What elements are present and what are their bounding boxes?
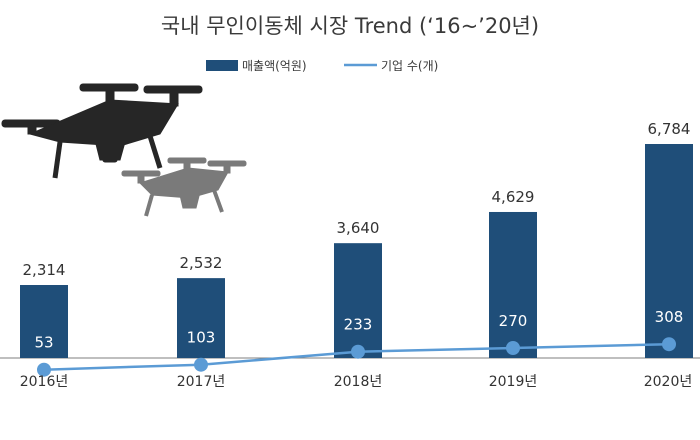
line-point-label: 53 xyxy=(34,334,53,352)
bar xyxy=(489,211,537,358)
bar-value-label: 2,314 xyxy=(23,261,66,279)
bar-value-label: 6,784 xyxy=(648,120,691,138)
line-point-label: 270 xyxy=(499,312,528,330)
chart-title: 국내 무인이동체 시장 Trend (‘16~’20년) xyxy=(161,14,539,38)
drone-icon xyxy=(1,83,203,179)
drone-icon xyxy=(121,157,247,217)
line-point xyxy=(662,337,676,352)
x-tick-label: 2020년 xyxy=(644,374,693,390)
legend-label-companies: 기업 수(개) xyxy=(381,59,438,73)
line-point xyxy=(506,341,520,355)
line-point xyxy=(194,357,208,372)
bar-value-label: 2,532 xyxy=(180,254,223,272)
bar xyxy=(645,144,693,358)
x-tick-label: 2016년 xyxy=(20,374,69,390)
bar xyxy=(334,243,382,358)
bar-value-label: 3,640 xyxy=(337,219,380,237)
x-tick-label: 2017년 xyxy=(177,374,226,390)
legend: 매출액(억원) 기업 수(개) xyxy=(206,59,438,73)
x-tick-label: 2018년 xyxy=(334,374,383,390)
line-point-label: 233 xyxy=(344,316,373,334)
bar xyxy=(177,278,225,358)
bar-value-label: 4,629 xyxy=(492,188,535,206)
line-point xyxy=(351,344,365,359)
legend-swatch-bar xyxy=(206,60,238,71)
bar xyxy=(20,285,68,358)
legend-label-revenue: 매출액(억원) xyxy=(242,59,307,73)
line-point-label: 308 xyxy=(655,308,684,326)
x-tick-label: 2019년 xyxy=(489,374,538,390)
line-point-label: 103 xyxy=(187,329,216,347)
line-point xyxy=(37,362,51,377)
